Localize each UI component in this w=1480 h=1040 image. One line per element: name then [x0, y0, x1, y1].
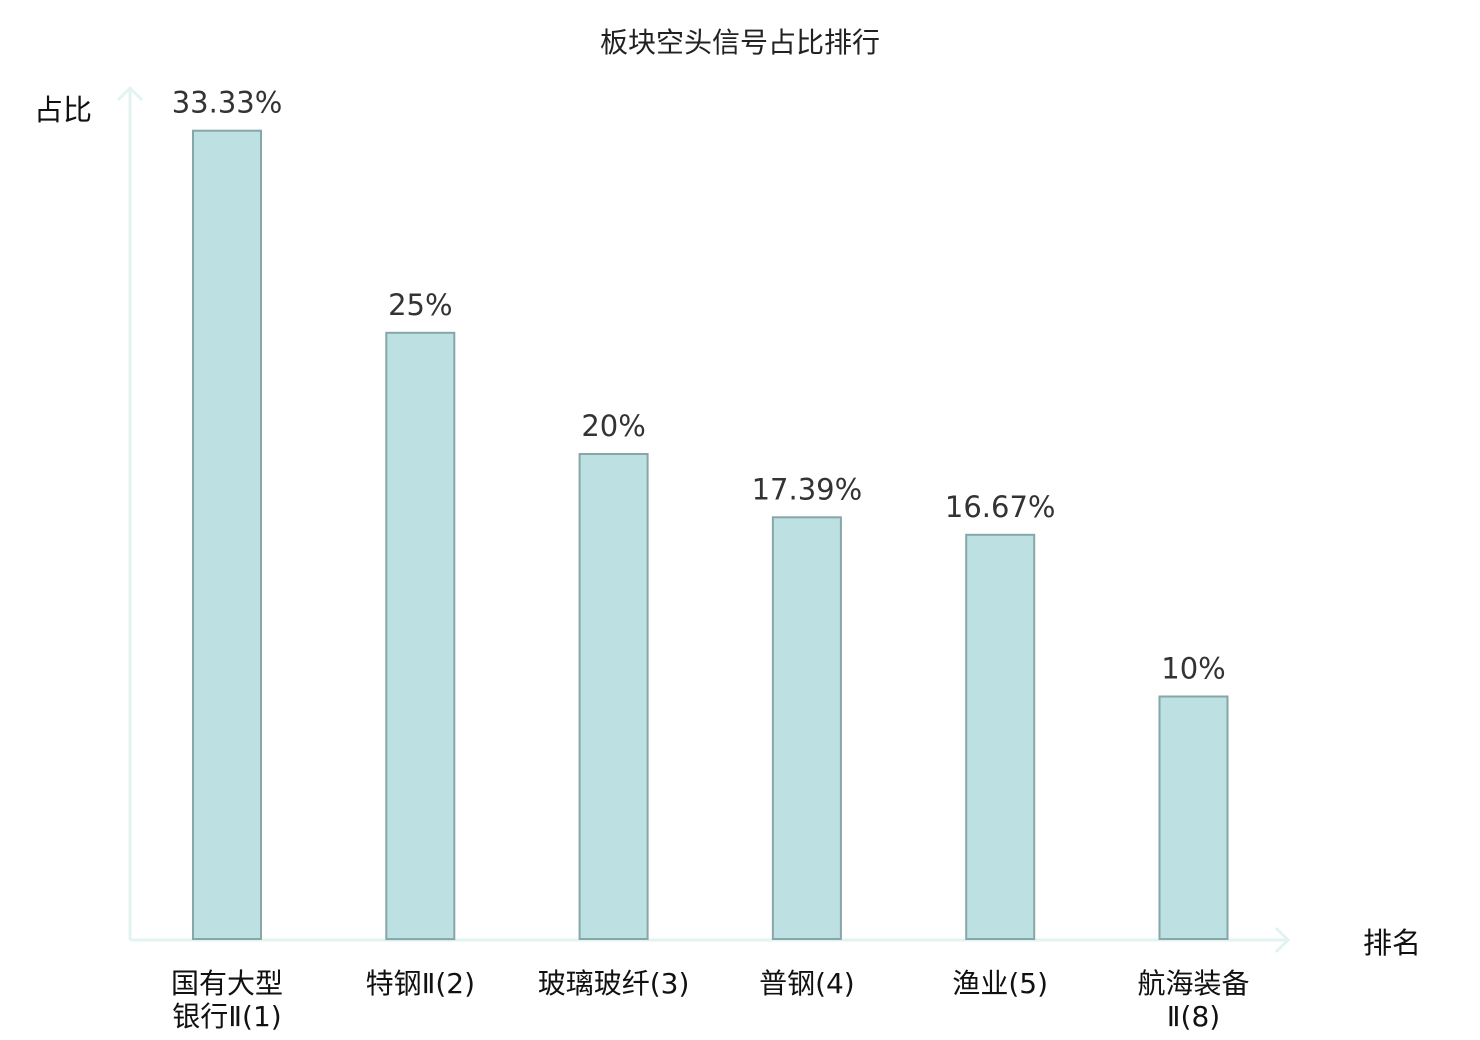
- bar-6: [1158, 695, 1229, 940]
- value-label-3: 20%: [581, 409, 645, 443]
- category-label-5: 渔业(5): [952, 967, 1048, 1000]
- category-label-2: 特钢Ⅱ(2): [366, 967, 475, 1000]
- category-label-4: 普钢(4): [759, 967, 855, 1000]
- value-label-4: 17.39%: [752, 472, 863, 506]
- category-label-6-line-2: Ⅱ(8): [1167, 1000, 1220, 1033]
- x-axis-label: 排名: [1363, 926, 1421, 960]
- category-label-1-line-1: 国有大型: [171, 967, 283, 1000]
- bar-2: [385, 331, 456, 941]
- value-label-5: 16.67%: [945, 490, 1056, 524]
- bar-3: [578, 453, 649, 940]
- value-label-1: 33.33%: [172, 86, 283, 120]
- value-label-6: 10%: [1161, 652, 1225, 686]
- chart-title: 板块空头信号占比排行: [600, 26, 880, 59]
- x-axis-arrow: [1274, 926, 1291, 954]
- value-label-2: 25%: [388, 288, 452, 322]
- y-axis-arrow: [116, 85, 144, 102]
- bar-4: [771, 516, 842, 940]
- bar-1: [192, 129, 262, 940]
- category-label-1-line-2: 银行Ⅱ(1): [172, 1000, 281, 1033]
- bar-5: [965, 533, 1036, 940]
- category-label-6-line-1: 航海装备: [1137, 967, 1249, 1000]
- category-label-3: 玻璃玻纤(3): [538, 967, 690, 1000]
- y-axis-label: 占比: [34, 93, 92, 127]
